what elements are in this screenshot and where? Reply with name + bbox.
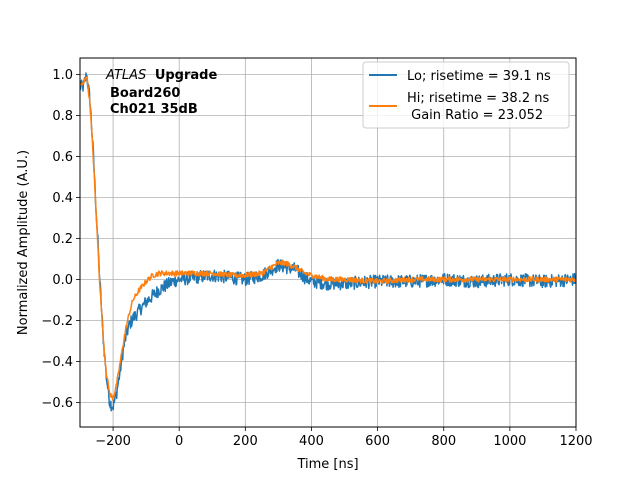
x-tick-label: 200 [233, 434, 258, 449]
y-tick-label: 0.6 [52, 150, 73, 165]
x-tick-label: 1200 [559, 434, 592, 449]
x-tick-label: 800 [431, 434, 456, 449]
y-tick-label: 1.0 [52, 68, 73, 83]
annotation-line3: Ch021 35dB [110, 102, 198, 117]
y-tick-label: 0.8 [52, 109, 73, 124]
y-tick-label: −0.2 [41, 314, 73, 329]
legend: Lo; risetime = 39.1 ns Hi; risetime = 38… [362, 61, 570, 129]
annotation-bold: Upgrade [155, 68, 218, 83]
y-tick-label: 0.2 [52, 232, 73, 247]
y-tick-label: −0.6 [41, 396, 73, 411]
x-tick-label: 1000 [493, 434, 526, 449]
annotation-line2: Board260 [110, 86, 180, 101]
x-tick-label: 600 [365, 434, 390, 449]
series-line-lo [80, 72, 576, 412]
ticks: −200 0 200 400 600 800 1000 1200 −0.6 −0.4 −0.2 0.0… [41, 68, 592, 449]
x-tick-label: −200 [95, 434, 131, 449]
atlas-annotation: ATLAS Upgrade Board260 Ch021 35dB [105, 68, 217, 117]
y-tick-label: −0.4 [41, 355, 73, 370]
legend-label-hi-gain: Gain Ratio = 23.052 [407, 108, 543, 123]
series-line-hi [80, 76, 576, 401]
plot-area [80, 72, 576, 412]
x-axis-label: Time [ns] [296, 457, 358, 472]
y-axis-label: Normalized Amplitude (A.U.) [16, 150, 31, 335]
legend-label-hi: Hi; risetime = 38.2 ns [407, 91, 549, 106]
svg-text:ATLAS Upgrade: ATLAS Upgrade [105, 68, 217, 83]
y-tick-label: 0.0 [52, 273, 73, 288]
y-tick-label: 0.4 [52, 191, 73, 206]
legend-box [362, 61, 570, 129]
x-tick-label: 400 [299, 434, 324, 449]
annotation-italic: ATLAS [105, 68, 146, 83]
legend-label-lo: Lo; risetime = 39.1 ns [407, 69, 551, 84]
x-tick-label: 0 [175, 434, 183, 449]
axes-frame [79, 57, 577, 428]
